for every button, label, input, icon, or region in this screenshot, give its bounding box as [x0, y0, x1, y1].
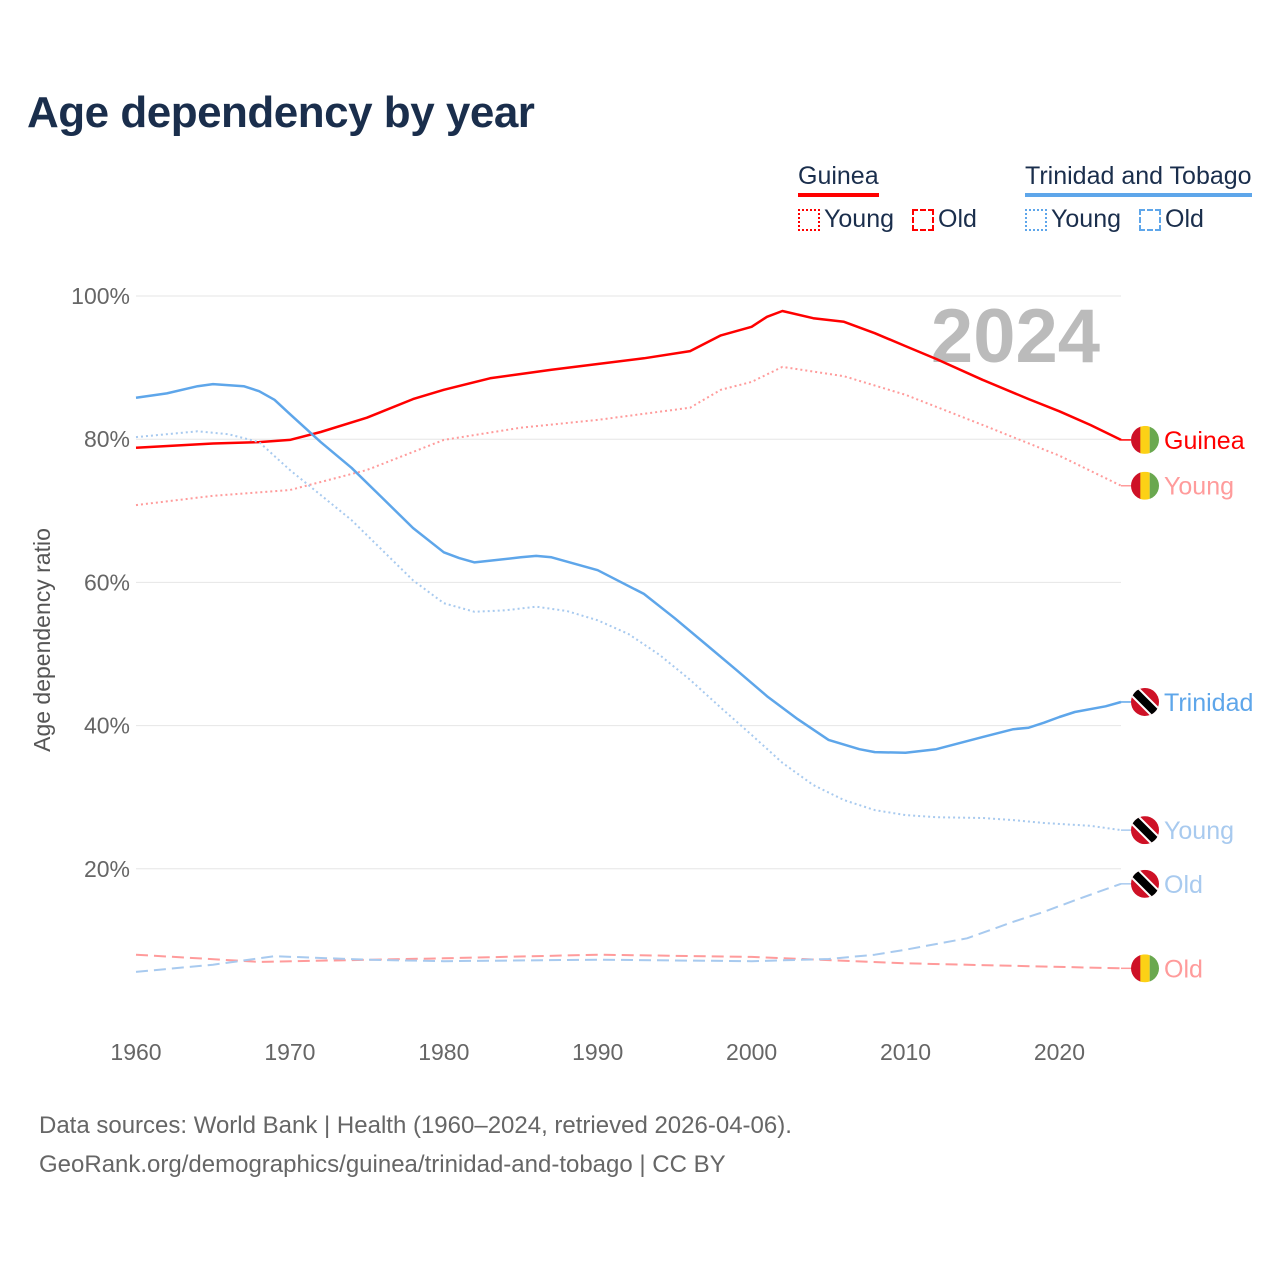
series-line-trinidad-and-tobago-old[interactable]: [135, 882, 1122, 973]
legend-item-young[interactable]: Young: [798, 205, 894, 234]
line-chart: 20% 40% 60% 80% 100% 1960 1970 1980 1990 2000 2010…: [29, 283, 1253, 1065]
legend-label: Young: [824, 205, 894, 233]
trinidad-flag-icon: [1131, 816, 1159, 845]
source-note: Data sources: World Bank | Health (1960–…: [39, 1106, 792, 1184]
series-end-label: Young: [1164, 473, 1234, 501]
legend-trinidad[interactable]: Trinidad and Tobago Young Old: [1025, 162, 1252, 234]
series-line-guinea-young[interactable]: [135, 365, 1122, 507]
legend-guinea[interactable]: Guinea Young Old: [798, 162, 977, 234]
x-tick-label: 2020: [1034, 1039, 1085, 1065]
legend-label: Young: [1051, 205, 1121, 233]
series-end-label: Trinidad: [1164, 689, 1253, 717]
dashed-swatch-icon: [1139, 208, 1161, 231]
x-tick-label: 2000: [726, 1039, 777, 1065]
chart-title: Age dependency by year: [27, 88, 535, 137]
x-tick-label: 1980: [418, 1039, 469, 1065]
series-end-label: Old: [1164, 955, 1203, 983]
legend-label: Old: [1165, 205, 1204, 233]
y-tick-label: 80%: [84, 426, 130, 452]
legend-label: Old: [938, 205, 977, 233]
guinea-flag-icon: [1131, 471, 1159, 500]
y-tick-label: 20%: [84, 856, 130, 882]
guinea-flag-icon: [1131, 425, 1159, 454]
y-axis-label: Age dependency ratio: [29, 528, 55, 752]
series-line-guinea[interactable]: [135, 309, 1122, 450]
x-tick-label: 2010: [880, 1039, 931, 1065]
x-tick-label: 1970: [264, 1039, 315, 1065]
legend-country-label: Guinea: [798, 162, 879, 197]
legend-item-old[interactable]: Old: [912, 205, 977, 234]
source-line-2[interactable]: GeoRank.org/demographics/guinea/trinidad…: [39, 1151, 726, 1178]
series-line-trinidad-and-tobago-young[interactable]: [135, 430, 1122, 832]
y-tick-label: 40%: [84, 713, 130, 739]
legend-item-old[interactable]: Old: [1139, 205, 1204, 234]
trinidad-flag-icon: [1131, 869, 1159, 898]
dotted-swatch-icon: [798, 208, 820, 231]
trinidad-flag-icon: [1131, 687, 1159, 716]
legend-country-label: Trinidad and Tobago: [1025, 162, 1252, 197]
series-end-label: Young: [1164, 817, 1234, 845]
series-end-label: Guinea: [1164, 427, 1245, 455]
x-tick-label: 1960: [110, 1039, 161, 1065]
source-line-1: Data sources: World Bank | Health (1960–…: [39, 1112, 792, 1139]
year-watermark: 2024: [931, 294, 1100, 379]
series-line-trinidad-and-tobago[interactable]: [135, 382, 1122, 755]
dashed-swatch-icon: [912, 208, 934, 231]
dotted-swatch-icon: [1025, 208, 1047, 231]
x-tick-label: 1990: [572, 1039, 623, 1065]
y-tick-label: 100%: [71, 283, 130, 309]
y-tick-label: 60%: [84, 569, 130, 595]
legend-item-young[interactable]: Young: [1025, 205, 1121, 234]
guinea-flag-icon: [1131, 954, 1159, 983]
series-line-guinea-old[interactable]: [135, 953, 1122, 970]
series-end-label: Old: [1164, 871, 1203, 899]
